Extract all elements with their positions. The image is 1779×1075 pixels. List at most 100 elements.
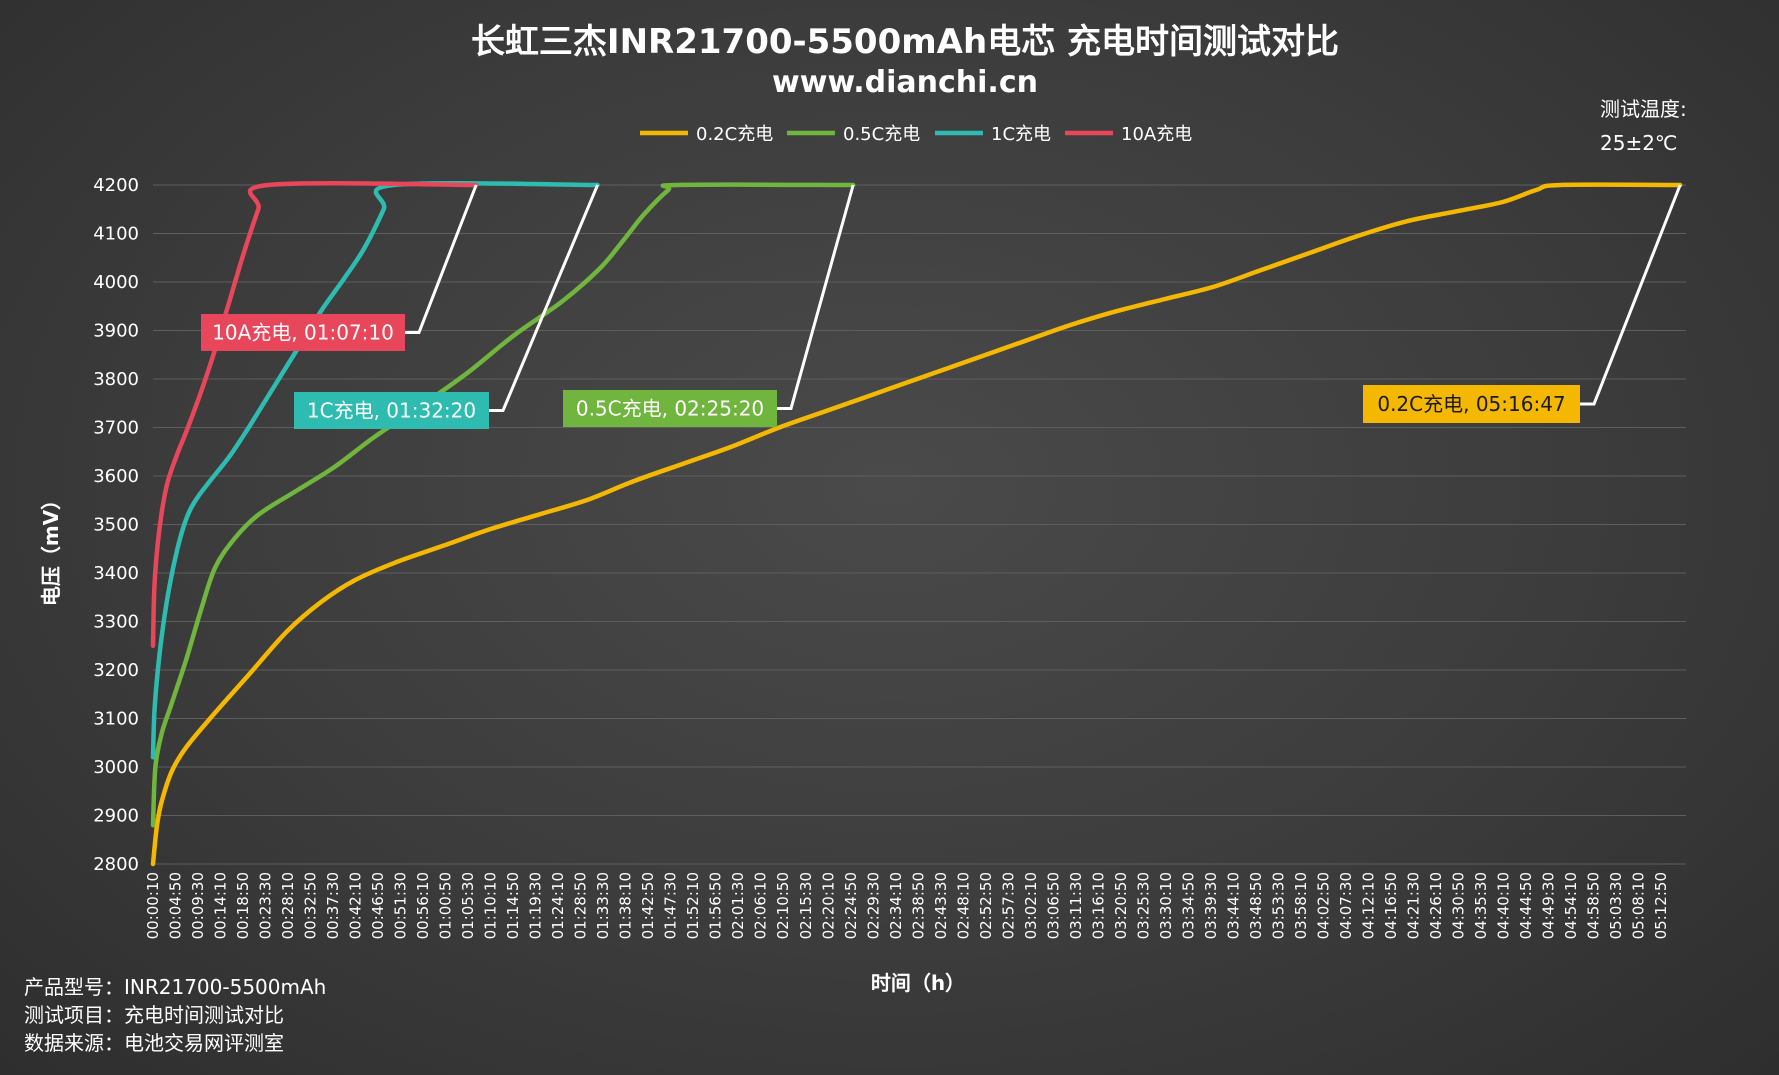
x-tick-label: 00:56:10 [414,872,432,939]
x-tick-label: 02:20:10 [819,872,837,939]
y-tick-label: 2900 [93,806,139,827]
x-tick-label: 02:52:50 [977,872,995,939]
x-tick-label: 02:24:50 [842,872,860,939]
x-tick-label: 05:12:50 [1652,872,1670,939]
series-line [150,182,856,828]
x-tick-label: 00:46:50 [369,872,387,939]
footer-line-1: 产品型号：INR21700-5500mAh [24,975,326,999]
x-tick-label: 03:25:30 [1134,872,1152,939]
x-tick-label: 04:30:50 [1450,872,1468,939]
y-tick-label: 3300 [93,612,139,633]
x-tick-label: 03:30:10 [1157,872,1175,939]
series-line [150,180,600,760]
y-tick-label: 4100 [93,224,139,245]
x-tick-label: 00:32:50 [302,872,320,939]
x-tick-label: 03:53:30 [1269,872,1287,939]
x-tick-label: 00:04:50 [167,872,185,939]
x-tick-label: 01:19:30 [527,872,545,939]
x-tick-label: 01:10:10 [482,872,500,939]
callout-label: 10A充电, 01:07:10 [212,321,394,345]
legend-label: 0.2C充电 [696,124,773,145]
footer-line-3: 数据来源：电池交易网评测室 [24,1031,284,1055]
x-tick-label: 02:34:10 [887,872,905,939]
y-tick-label: 3400 [93,563,139,584]
x-tick-label: 04:44:50 [1517,872,1535,939]
x-tick-label: 04:02:50 [1314,872,1332,939]
callout-box [294,392,489,429]
x-axis-ticks: 00:00:10 00:04:50 00:09:30 00:14:10 00:18:50… [144,872,1670,939]
grid [153,184,1686,865]
callout-label: 1C充电, 01:32:20 [307,399,476,423]
callout-leader [405,184,478,334]
y-tick-label: 3600 [93,466,139,487]
y-axis-label: 电压（mV） [39,490,63,606]
x-tick-label: 01:33:30 [594,872,612,939]
x-tick-label: 01:28:50 [572,872,590,939]
x-axis-label: 时间（h） [871,971,965,995]
callout-label: 0.2C充电, 05:16:47 [1377,392,1565,416]
legend-label: 1C充电 [991,124,1051,145]
x-tick-label: 02:10:50 [774,872,792,939]
temperature-value: 25±2℃ [1600,131,1677,155]
x-tick-label: 04:54:10 [1562,872,1580,939]
x-tick-label: 00:09:30 [189,872,207,939]
y-tick-label: 3100 [93,709,139,730]
x-tick-label: 02:48:10 [954,872,972,939]
x-tick-label: 04:12:10 [1359,872,1377,939]
legend: 0.2C充电 0.5C充电 1C充电 10A充电 [640,124,1192,145]
x-tick-label: 00:14:10 [212,872,230,939]
x-tick-label: 05:03:30 [1607,872,1625,939]
x-tick-label: 03:39:30 [1202,872,1220,939]
callout-leader [1580,184,1682,406]
legend-label: 10A充电 [1121,124,1192,145]
x-tick-label: 04:16:50 [1382,872,1400,939]
y-tick-label: 4200 [93,175,139,196]
y-tick-label: 3700 [93,418,139,439]
x-tick-label: 03:44:10 [1224,872,1242,939]
x-tick-label: 00:37:30 [324,872,342,939]
x-tick-label: 03:20:50 [1112,872,1130,939]
callout-box [563,390,777,427]
x-tick-label: 02:38:50 [909,872,927,939]
x-tick-label: 02:01:30 [729,872,747,939]
x-tick-label: 00:42:10 [347,872,365,939]
x-tick-label: 05:08:10 [1630,872,1648,939]
x-tick-label: 04:49:30 [1540,872,1558,939]
callout-box [1363,385,1580,423]
x-tick-label: 03:48:50 [1247,872,1265,939]
x-tick-label: 04:58:50 [1585,872,1603,939]
chart-subtitle: www.dianchi.cn [772,65,1038,100]
y-tick-label: 3500 [93,515,139,536]
y-tick-label: 2800 [93,854,139,875]
x-tick-label: 01:47:30 [662,872,680,939]
series-line [150,180,479,649]
series-line [150,182,1683,867]
x-tick-label: 02:29:30 [864,872,882,939]
x-tick-label: 04:35:30 [1472,872,1490,939]
y-tick-label: 4000 [93,272,139,293]
chart-title: 长虹三杰INR21700-5500mAh电芯 充电时间测试对比 [471,22,1339,62]
temperature-label: 测试温度: [1600,97,1687,121]
x-tick-label: 01:05:30 [459,872,477,939]
callout-box [201,314,405,351]
x-tick-label: 03:34:50 [1179,872,1197,939]
y-tick-label: 3200 [93,660,139,681]
x-tick-label: 04:40:10 [1495,872,1513,939]
x-tick-label: 04:21:30 [1404,872,1422,939]
x-tick-label: 01:38:10 [617,872,635,939]
x-tick-label: 00:51:30 [392,872,410,939]
x-tick-label: 02:43:30 [932,872,950,939]
x-tick-label: 02:15:30 [797,872,815,939]
x-tick-label: 01:52:10 [684,872,702,939]
y-axis-ticks: 2800 2900 3000 3100 3200 3300 3400 3500 3600 3700… [93,175,139,875]
x-tick-label: 02:06:10 [752,872,770,939]
series-lines [150,180,1683,867]
callouts: 0.2C充电, 05:16:47 0.5C充电, 02:25:20 1C充电, 01… [201,184,1682,429]
callout-leader [489,184,599,412]
x-tick-label: 04:07:30 [1337,872,1355,939]
x-tick-label: 01:14:50 [504,872,522,939]
x-tick-label: 04:26:10 [1427,872,1445,939]
x-tick-label: 03:02:10 [1022,872,1040,939]
x-tick-label: 03:06:50 [1044,872,1062,939]
